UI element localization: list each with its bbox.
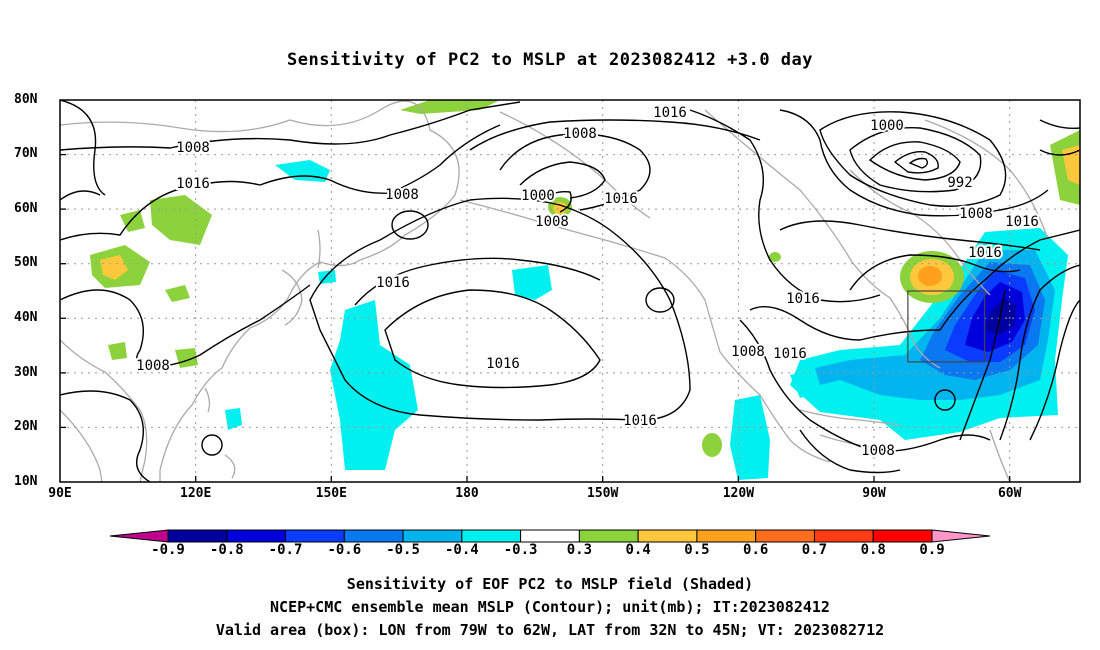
colorbar-label: -0.3: [503, 542, 538, 558]
colorbar-cell: [931, 529, 991, 543]
contour-label: 1016: [653, 105, 687, 121]
colorbar-cell: [226, 529, 287, 543]
caption-line-3: Valid area (box): LON from 79W to 62W, L…: [215, 621, 885, 639]
contour-label: 1016: [623, 413, 657, 429]
contour-label: 1000: [870, 118, 904, 134]
colorbar-cell: [285, 529, 345, 543]
colorbar-label: 0.3: [566, 542, 593, 558]
colorbar-cell: [109, 529, 169, 543]
lon-label: 120E: [180, 486, 212, 501]
lat-label: 30N: [14, 365, 38, 380]
contour-label: 1016: [486, 356, 520, 372]
contour-label: 1008: [535, 214, 569, 230]
colorbar-cell: [343, 529, 404, 543]
colorbar-label: -0.8: [209, 542, 244, 558]
colorbar-label: -0.6: [327, 542, 362, 558]
colorbar-cell: [813, 529, 874, 543]
map-title: Sensitivity of PC2 to MSLP at 2023082412…: [286, 50, 813, 70]
lon-label: 90W: [862, 486, 886, 501]
contour-label: 992: [947, 175, 972, 191]
contour-label: 1016: [176, 176, 210, 192]
contour-label: 1008: [861, 443, 895, 459]
contour-label: 1000: [521, 188, 555, 204]
colorbar-cell: [578, 529, 639, 543]
lat-label: 40N: [14, 310, 38, 325]
contour-label: 1008: [959, 206, 993, 222]
contour-label: 1016: [604, 191, 638, 207]
colorbar-cell: [520, 529, 580, 543]
contour-label: 1008: [563, 126, 597, 142]
colorbar-label: 0.7: [801, 542, 828, 558]
lon-label: 90E: [48, 486, 72, 501]
lat-label: 60N: [14, 201, 38, 216]
colorbar-label: 0.4: [625, 542, 651, 558]
contour-label: 1016: [786, 291, 820, 307]
lon-label: 150E: [315, 486, 347, 501]
caption-line-1: Sensitivity of EOF PC2 to MSLP field (Sh…: [346, 575, 754, 593]
colorbar-label: -0.4: [444, 542, 479, 558]
colorbar-cell: [167, 529, 228, 543]
caption-line-2: NCEP+CMC ensemble mean MSLP (Contour); u…: [270, 598, 830, 616]
contour-label: 1016: [773, 346, 807, 362]
contour-labels: 1016 1008 1008 1016 1000 1008 1008 1016 …: [134, 103, 1041, 461]
sensitivity-shading: [90, 100, 1080, 480]
lon-label: 120W: [722, 486, 755, 501]
colorbar-cell: [755, 529, 815, 543]
mslp-contours: [60, 100, 1080, 482]
colorbar-label: 0.9: [919, 542, 945, 558]
contour-label: 1016: [1005, 214, 1039, 230]
lat-label: 70N: [14, 146, 38, 161]
lat-label: 10N: [14, 474, 38, 489]
contour-label: 1016: [376, 275, 410, 291]
colorbar-cell: [872, 529, 933, 543]
colorbar-label: -0.9: [151, 542, 185, 558]
axis-ticks: [60, 153, 1011, 482]
contour-label: 1008: [136, 358, 170, 374]
colorbar-label: -0.7: [268, 542, 303, 558]
colorbar-label: 0.6: [743, 542, 769, 558]
lon-label: 180: [455, 486, 479, 501]
colorbar-label: 0.5: [684, 542, 710, 558]
lat-label: 50N: [14, 255, 38, 270]
colorbar-cell: [461, 529, 522, 543]
lat-label: 80N: [14, 92, 38, 107]
lon-label: 60W: [997, 486, 1022, 501]
colorbar-cell: [402, 529, 463, 543]
valid-area-box: [907, 290, 986, 363]
contour-label: 1008: [176, 140, 210, 156]
colorbar-label: 0.8: [860, 542, 886, 558]
colorbar-cell: [637, 529, 698, 543]
contour-label: 1008: [385, 187, 419, 203]
contour-label: 1008: [731, 344, 765, 360]
colorbar-label: -0.5: [386, 542, 420, 558]
lat-label: 20N: [14, 419, 38, 434]
contour-label: 1016: [968, 245, 1002, 261]
lon-label: 150W: [587, 486, 619, 501]
colorbar-cell: [696, 529, 757, 543]
map-frame: [59, 99, 1081, 483]
